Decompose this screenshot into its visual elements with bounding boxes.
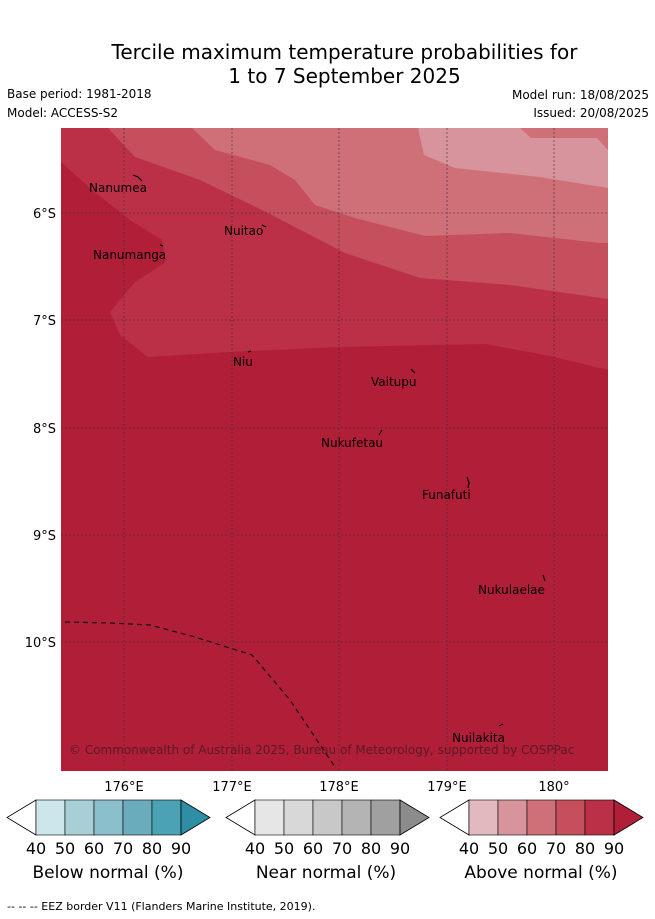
place-label-niu: Niu: [233, 355, 253, 369]
below-colorbar-under-arrow: [6, 799, 37, 836]
below-colorbar-tick-90: 90: [171, 839, 191, 858]
below-colorbar-tick-80: 80: [142, 839, 162, 858]
near-normal-label: Near normal (%): [255, 863, 397, 883]
near-colorbar-tick-40: 40: [245, 839, 265, 858]
nuilakita-island: [498, 723, 504, 727]
below-colorbar-tick-70: 70: [113, 839, 133, 858]
below-colorbar-swatch-3: [122, 799, 153, 836]
place-label-nuilakita: Nuilakita: [452, 731, 505, 745]
title-line-2: 1 to 7 September 2025: [228, 64, 461, 88]
base-period: Base period: 1981-2018: [7, 87, 152, 101]
colorbar-legends: 40 50 60 70 80 90 40 50 60 70 80 90 40 50 60 70 80 90: [6, 799, 644, 858]
near-colorbar-under-arrow: [225, 799, 256, 836]
nanumea-island: [132, 174, 143, 182]
near-colorbar-swatch-4: [370, 799, 401, 836]
nuitao-island: [261, 224, 267, 228]
lat-label-9s: 9°S: [33, 529, 56, 544]
below-colorbar-over-arrow: [180, 799, 211, 836]
place-label-vaitupu: Vaitupu: [371, 375, 417, 389]
above-colorbar-tick-70: 70: [546, 839, 566, 858]
below-colorbar-tick-50: 50: [55, 839, 75, 858]
near-colorbar-swatch-3: [341, 799, 372, 836]
place-label-nanumea: Nanumea: [89, 181, 147, 195]
above-colorbar-tick-60: 60: [517, 839, 537, 858]
near-colorbar-tick-60: 60: [303, 839, 323, 858]
model-run: Model run: 18/08/2025: [511, 88, 649, 102]
above-colorbar-swatch-4: [584, 799, 615, 836]
below-colorbar-tick-40: 40: [26, 839, 46, 858]
place-label-nanumanga: Nanumanga: [93, 248, 166, 262]
above-colorbar-under-arrow: [439, 799, 470, 836]
below-normal-label: Below normal (%): [32, 863, 184, 883]
near-colorbar-swatch-1: [283, 799, 314, 836]
place-label-nukufetau: Nukufetau: [321, 436, 383, 450]
lat-label-10s: 10°S: [25, 636, 56, 651]
lon-label-177e: 177°E: [212, 780, 252, 795]
above-colorbar-tick-90: 90: [604, 839, 624, 858]
nukufetau-island: [378, 429, 383, 436]
place-label-funafuti: Funafuti: [422, 488, 471, 502]
above-colorbar-tick-80: 80: [575, 839, 595, 858]
niu-island: [247, 350, 252, 353]
graticule: [61, 128, 608, 771]
lat-label-7s: 7°S: [33, 314, 56, 329]
model-name: Model: ACCESS-S2: [7, 106, 119, 120]
chart-title: Tercile maximum temperature probabilitie…: [0, 40, 655, 88]
nukulaelae-island: [542, 574, 546, 582]
lon-label-178e: 178°E: [319, 780, 359, 795]
above-colorbar-swatch-1: [497, 799, 528, 836]
lat-label-6s: 6°S: [33, 207, 56, 222]
below-colorbar-swatch-0: [35, 799, 66, 836]
eez-footnote: -- -- -- EEZ border V11 (Flanders Marine…: [7, 900, 316, 913]
above-colorbar-over-arrow: [613, 799, 644, 836]
below-colorbar-tick-60: 60: [84, 839, 104, 858]
band-above-50: [418, 128, 608, 188]
issued-date: Issued: 20/08/2025: [533, 106, 649, 120]
eez-border-line: [64, 621, 336, 768]
below-colorbar-swatch-1: [64, 799, 95, 836]
near-colorbar-tick-70: 70: [332, 839, 352, 858]
above-colorbar-swatch-0: [468, 799, 499, 836]
above-normal-label: Above normal (%): [464, 863, 618, 883]
lon-label-179e: 179°E: [427, 780, 467, 795]
islands: [132, 174, 546, 727]
below-colorbar-swatch-2: [93, 799, 124, 836]
place-label-nukulaelae: Nukulaelae: [478, 583, 545, 597]
near-colorbar-tick-80: 80: [361, 839, 381, 858]
near-colorbar-tick-50: 50: [274, 839, 294, 858]
title-line-1: Tercile maximum temperature probabilitie…: [111, 40, 578, 64]
lat-axis-labels: 6°S 7°S 8°S 9°S 10°S: [25, 207, 56, 651]
above-colorbar-tick-40: 40: [459, 839, 479, 858]
lat-label-8s: 8°S: [33, 422, 56, 437]
near-colorbar-swatch-0: [254, 799, 285, 836]
funafuti-island: [466, 476, 470, 489]
near-colorbar-swatch-2: [312, 799, 343, 836]
below-colorbar-swatch-4: [151, 799, 182, 836]
lon-label-180: 180°: [538, 780, 569, 795]
above-colorbar-swatch-2: [526, 799, 557, 836]
lon-label-176e: 176°E: [104, 780, 144, 795]
near-colorbar-over-arrow: [399, 799, 430, 836]
place-label-nuitao: Nuitao: [224, 224, 263, 238]
copyright-credit: © Commonwealth of Australia 2025, Bureau…: [69, 743, 574, 757]
vaitupu-island: [410, 368, 416, 374]
probability-fill: Nanumea Nuitao Nanumanga Niu Vaitupu Nuk…: [61, 128, 608, 771]
nanumanga-island: [159, 244, 164, 247]
above-colorbar-tick-50: 50: [488, 839, 508, 858]
near-colorbar-tick-90: 90: [390, 839, 410, 858]
above-colorbar-swatch-3: [555, 799, 586, 836]
lon-axis-labels: 176°E 177°E 178°E 179°E 180°: [104, 780, 569, 795]
